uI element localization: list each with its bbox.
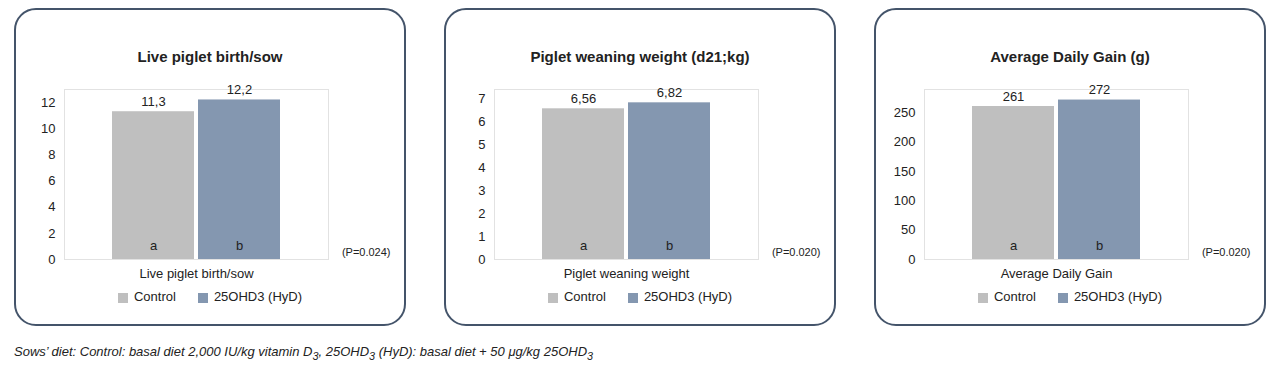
svg-text:a: a [1010, 238, 1018, 253]
svg-text:(P=0.020): (P=0.020) [772, 246, 821, 258]
svg-text:0: 0 [908, 252, 915, 267]
html-text:25OHD3 (HyD): 25OHD3 (HyD) [1073, 289, 1162, 304]
svg-text:Live piglet birth/sow: Live piglet birth/sow [139, 266, 254, 281]
svg-text:b: b [236, 238, 243, 253]
svg-text:50: 50 [901, 222, 915, 237]
svg-text:6,56: 6,56 [571, 91, 596, 106]
svg-text:1: 1 [478, 229, 485, 244]
svg-text:200: 200 [894, 134, 916, 149]
svg-text:a: a [150, 238, 158, 253]
svg-text:250: 250 [894, 105, 916, 120]
svg-text:2: 2 [48, 226, 55, 241]
svg-text:6,82: 6,82 [657, 85, 682, 100]
svg-text:10: 10 [41, 121, 55, 136]
html-text:Sows’ diet: Control: basal die: Sows’ diet: Control: basal diet 2,000 IU… [14, 344, 594, 362]
svg-text:4: 4 [478, 160, 485, 175]
svg-text:Average Daily Gain: Average Daily Gain [1001, 266, 1113, 281]
html-text:Control: Control [994, 289, 1036, 304]
html-text:25OHD3 (HyD): 25OHD3 (HyD) [213, 289, 302, 304]
svg-text:0: 0 [48, 252, 55, 267]
svg-text:b: b [666, 238, 673, 253]
svg-text:0: 0 [478, 252, 485, 267]
svg-text:12: 12 [41, 95, 55, 110]
html-text:25OHD3 (HyD): 25OHD3 (HyD) [643, 289, 732, 304]
svg-text:261: 261 [1003, 89, 1025, 104]
svg-text:7: 7 [478, 91, 485, 106]
svg-text:4: 4 [48, 199, 55, 214]
html-text:Average Daily Gain (g): Average Daily Gain (g) [990, 48, 1150, 65]
svg-text:Piglet weaning weight: Piglet weaning weight [564, 266, 690, 281]
svg-text:100: 100 [894, 193, 916, 208]
svg-text:2: 2 [478, 206, 485, 221]
html-text:Control: Control [134, 289, 176, 304]
svg-text:3: 3 [478, 183, 485, 198]
svg-text:272: 272 [1089, 82, 1111, 97]
svg-text:8: 8 [48, 147, 55, 162]
svg-text:12,2: 12,2 [227, 82, 252, 97]
svg-text:150: 150 [894, 164, 916, 179]
svg-text:11,3: 11,3 [141, 94, 165, 109]
svg-text:a: a [580, 238, 588, 253]
html-text:Piglet weaning weight (d21;kg): Piglet weaning weight (d21;kg) [530, 48, 750, 65]
svg-text:(P=0.020): (P=0.020) [1202, 246, 1251, 258]
svg-text:6: 6 [478, 114, 485, 129]
svg-text:5: 5 [478, 137, 485, 152]
svg-text:6: 6 [48, 173, 55, 188]
html-text:Control: Control [564, 289, 606, 304]
svg-text:b: b [1096, 238, 1103, 253]
svg-text:(P=0.024): (P=0.024) [342, 246, 391, 258]
html-text:Live piglet birth/sow: Live piglet birth/sow [137, 48, 283, 65]
